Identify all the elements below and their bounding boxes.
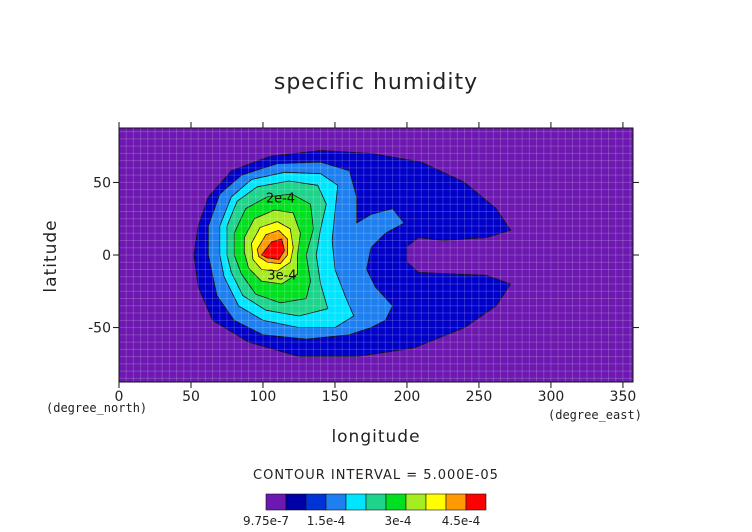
colorbar-label: 1.5e-4 — [306, 514, 346, 528]
y-unit-label: (degree_north) — [46, 401, 148, 415]
colorbar-label: 3e-4 — [384, 514, 412, 528]
x-axis-label: longitude — [331, 427, 421, 447]
x-unit-label: (degree_east) — [548, 408, 642, 422]
contour-region — [260, 238, 286, 260]
colorbar-cell — [465, 493, 487, 511]
x-tick-label: 350 — [610, 389, 637, 405]
x-tick-label: 100 — [250, 389, 277, 405]
colorbar-cell — [285, 493, 307, 511]
chart-title: specific humidity — [273, 70, 479, 95]
colorbar-cell — [445, 493, 467, 511]
colorbar-cell — [305, 493, 327, 511]
x-tick-label: 250 — [466, 389, 493, 405]
x-tick-label: 50 — [182, 389, 200, 405]
colorbar-cell — [425, 493, 447, 511]
x-tick-label: 200 — [394, 389, 421, 405]
contour-label: 2e-4 — [266, 192, 295, 207]
contour-label: 3e-4 — [267, 269, 296, 284]
x-tick-label: 0 — [115, 389, 124, 405]
contour-interval-text: CONTOUR INTERVAL = 5.000E-05 — [253, 468, 499, 483]
colorbar-cell — [385, 493, 407, 511]
colorbar-cell — [265, 493, 287, 511]
colorbar-cell — [325, 493, 347, 511]
colorbar-label: 9.75e-7 — [242, 514, 290, 528]
colorbar-cell — [345, 493, 367, 511]
x-tick-label: 300 — [538, 389, 565, 405]
y-axis-label: latitude — [41, 219, 61, 293]
y-tick-label: 50 — [93, 175, 111, 191]
colorbar-cell — [365, 493, 387, 511]
y-tick-label: -50 — [88, 321, 111, 337]
colorbar-cell — [405, 493, 427, 511]
colorbar-label: 4.5e-4 — [441, 514, 481, 528]
x-tick-label: 150 — [322, 389, 349, 405]
y-tick-label: 0 — [102, 248, 111, 264]
